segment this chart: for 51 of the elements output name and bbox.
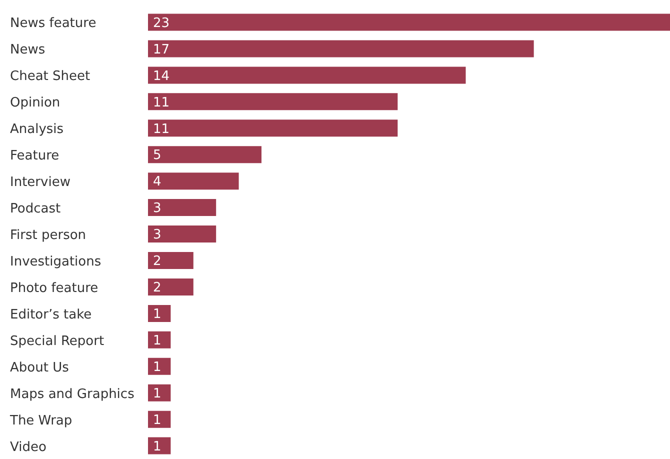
bar bbox=[148, 410, 171, 428]
data-label: 4 bbox=[153, 174, 162, 190]
bar bbox=[148, 437, 171, 454]
data-label: 14 bbox=[153, 68, 170, 84]
y-tick-label: Maps and Graphics bbox=[10, 386, 135, 402]
bar bbox=[148, 199, 216, 216]
data-label: 1 bbox=[153, 439, 162, 454]
bar bbox=[148, 304, 171, 322]
data-label: 1 bbox=[153, 386, 162, 402]
y-tick-label: Opinion bbox=[10, 96, 60, 111]
y-tick-label: The Wrap bbox=[9, 413, 72, 428]
y-tick-label: Cheat Sheet bbox=[10, 69, 90, 84]
data-label: 11 bbox=[153, 122, 170, 137]
bar bbox=[148, 358, 171, 375]
data-label: 11 bbox=[153, 95, 170, 110]
data-label: 1 bbox=[153, 334, 162, 349]
bar bbox=[148, 278, 194, 296]
y-tick-label: Interview bbox=[10, 175, 71, 190]
bar bbox=[148, 14, 670, 31]
bar bbox=[148, 40, 534, 58]
bar bbox=[148, 331, 171, 348]
bar bbox=[148, 93, 398, 110]
bar bbox=[148, 252, 194, 269]
data-label: 3 bbox=[153, 228, 162, 243]
data-label: 17 bbox=[153, 42, 170, 58]
data-label: 1 bbox=[153, 360, 162, 375]
y-tick-label: Feature bbox=[10, 148, 60, 164]
bar bbox=[148, 384, 171, 402]
y-tick-label: Podcast bbox=[10, 202, 61, 217]
data-label: 1 bbox=[153, 412, 162, 428]
bar bbox=[148, 66, 466, 84]
data-label: 5 bbox=[153, 148, 162, 164]
data-label: 3 bbox=[153, 201, 162, 216]
bar bbox=[148, 120, 398, 137]
data-label: 2 bbox=[153, 280, 162, 296]
y-tick-label: Video bbox=[10, 440, 46, 455]
y-tick-label: About Us bbox=[10, 360, 70, 376]
y-tick-label: First person bbox=[10, 228, 86, 243]
y-tick-label: News feature bbox=[10, 16, 96, 32]
bar bbox=[148, 146, 262, 164]
data-label: 2 bbox=[153, 254, 162, 270]
bar bbox=[148, 172, 239, 190]
y-tick-label: Analysis bbox=[10, 122, 64, 138]
bar bbox=[148, 226, 216, 243]
data-label: 23 bbox=[153, 16, 170, 31]
y-tick-label: Photo feature bbox=[10, 280, 98, 296]
y-tick-label: Special Report bbox=[10, 334, 104, 349]
y-tick-label: Editor’s take bbox=[10, 307, 92, 322]
y-tick-label: News bbox=[10, 42, 46, 58]
data-label: 1 bbox=[153, 307, 162, 322]
y-tick-label: Investigations bbox=[10, 254, 102, 270]
